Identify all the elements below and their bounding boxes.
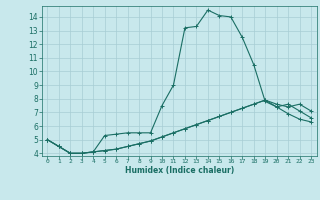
X-axis label: Humidex (Indice chaleur): Humidex (Indice chaleur) [124,166,234,175]
